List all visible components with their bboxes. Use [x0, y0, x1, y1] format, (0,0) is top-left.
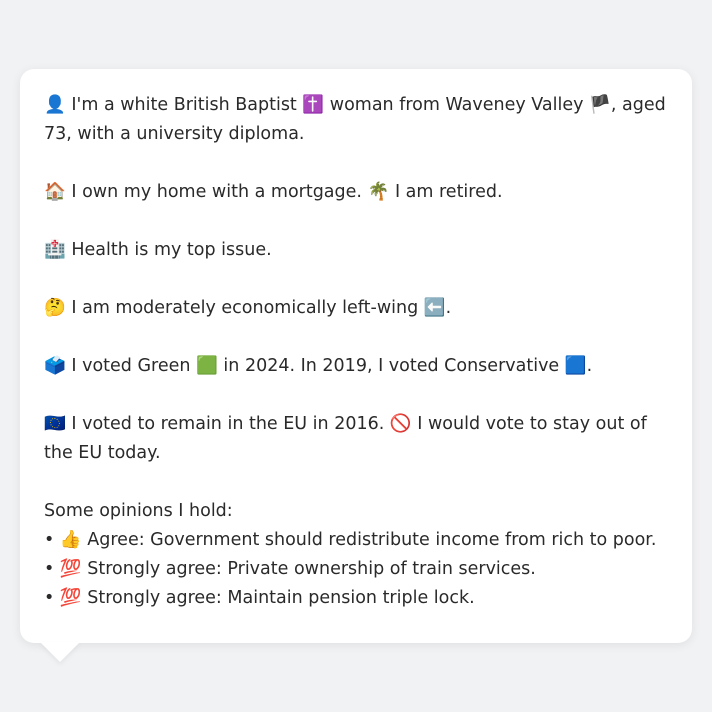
eu-text-b: I would vote to stay out of the EU today… — [44, 414, 647, 463]
votes-paragraph: 🗳️ I voted Green 🟩 in 2024. In 2019, I v… — [44, 352, 668, 381]
issue-text: Health is my top issue. — [71, 240, 272, 260]
bullet: • — [44, 588, 55, 608]
eu-paragraph: 🇪🇺 I voted to remain in the EU in 2016. … — [44, 410, 668, 468]
identity-text-a: I'm a white British Baptist — [71, 95, 297, 115]
opinion-text: Strongly agree: Maintain pension triple … — [87, 588, 475, 608]
hundred-points-icon: 💯 — [59, 559, 82, 579]
bullet: • — [44, 559, 55, 579]
hundred-points-icon: 💯 — [59, 588, 82, 608]
prohibited-icon: 🚫 — [389, 414, 412, 434]
votes-text-b: in 2024. In 2019, I voted Conservative — [223, 356, 560, 376]
economics-text: I am moderately economically left-wing — [71, 298, 419, 318]
identity-paragraph: 👤 I'm a white British Baptist ✝️ woman f… — [44, 91, 668, 149]
opinions-heading: Some opinions I hold: — [44, 501, 233, 521]
thumbs-up-icon: 👍 — [59, 530, 82, 550]
list-item: • 💯 Strongly agree: Maintain pension tri… — [44, 584, 668, 613]
person-icon: 👤 — [44, 95, 66, 115]
blue-square-icon: 🟦 — [564, 356, 587, 376]
left-arrow-icon: ⬅️ — [423, 298, 446, 318]
home-text: I own my home with a mortgage. — [71, 182, 362, 202]
economics-paragraph: 🤔 I am moderately economically left-wing… — [44, 294, 668, 323]
opinion-text: Agree: Government should redistribute in… — [87, 530, 657, 550]
eu-text-a: I voted to remain in the EU in 2016. — [71, 414, 385, 434]
eu-flag-icon: 🇪🇺 — [44, 414, 66, 434]
cross-icon: ✝️ — [302, 95, 325, 115]
votes-text-a: I voted Green — [71, 356, 191, 376]
green-square-icon: 🟩 — [196, 356, 218, 376]
issue-paragraph: 🏥 Health is my top issue. — [44, 236, 668, 265]
opinion-text: Strongly agree: Private ownership of tra… — [87, 559, 536, 579]
thinking-face-icon: 🤔 — [44, 298, 66, 318]
ballot-box-icon: 🗳️ — [44, 356, 66, 376]
persona-card: 👤 I'm a white British Baptist ✝️ woman f… — [20, 69, 692, 643]
identity-text-b: woman from Waveney Valley — [329, 95, 584, 115]
speech-bubble-tail — [40, 642, 80, 662]
house-icon: 🏠 — [44, 182, 66, 202]
identity-text-c: , aged 73, with a university diploma. — [44, 95, 666, 144]
hospital-icon: 🏥 — [44, 240, 66, 260]
england-flag-icon: 🏴 — [589, 95, 611, 115]
opinions-list: • 👍 Agree: Government should redistribut… — [44, 526, 668, 613]
retired-text: I am retired. — [394, 182, 503, 202]
palm-tree-icon: 🌴 — [367, 182, 390, 202]
bullet: • — [44, 530, 55, 550]
list-item: • 👍 Agree: Government should redistribut… — [44, 526, 668, 555]
votes-suffix: . — [586, 356, 593, 376]
home-paragraph: 🏠 I own my home with a mortgage. 🌴 I am … — [44, 178, 668, 207]
opinions-section: Some opinions I hold: • 👍 Agree: Governm… — [44, 497, 668, 613]
list-item: • 💯 Strongly agree: Private ownership of… — [44, 555, 668, 584]
economics-suffix: . — [445, 298, 452, 318]
